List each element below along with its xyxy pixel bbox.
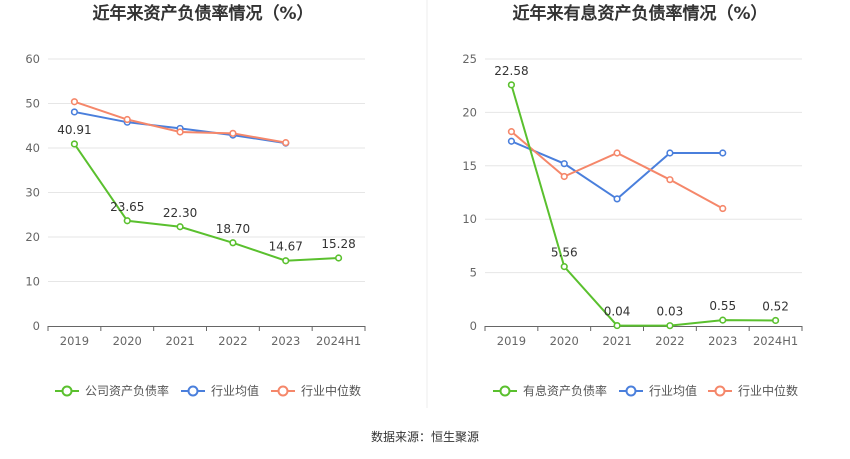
x-tick-label: 2022 bbox=[655, 334, 684, 348]
chart-1: 近年来资产负债率情况（%） 0 10 20 30 40 50 60 2019 2020 2021 20… bbox=[25, 3, 366, 398]
legend-item-company[interactable]: 公司资产负债率 bbox=[55, 383, 169, 398]
y-tick-label: 40 bbox=[25, 141, 40, 155]
y-tick-label: 10 bbox=[25, 275, 40, 289]
data-label: 18.70 bbox=[216, 222, 250, 236]
data-label: 15.28 bbox=[321, 237, 355, 251]
x-tick-label: 2021 bbox=[602, 334, 631, 348]
data-label: 23.65 bbox=[110, 200, 144, 214]
data-point-company[interactable] bbox=[123, 217, 131, 225]
y-tick-label: 50 bbox=[25, 97, 40, 111]
legend-marker-icon bbox=[714, 385, 726, 397]
data-point-industry_avg[interactable] bbox=[666, 149, 674, 157]
y-tick-label: 20 bbox=[25, 230, 40, 244]
y-tick-label: 15 bbox=[462, 159, 477, 173]
data-point-industry_median[interactable] bbox=[507, 128, 516, 136]
data-point-industry_median[interactable] bbox=[613, 149, 621, 157]
series-line-industry_median bbox=[74, 100, 286, 144]
legend-marker-icon bbox=[187, 385, 199, 397]
legend-item-company[interactable]: 有息资产负债率 bbox=[493, 383, 607, 398]
data-label: 14.67 bbox=[269, 240, 303, 254]
chart-title: 近年来资产负债率情况（%） bbox=[92, 3, 313, 24]
x-tick-label: 2020 bbox=[550, 334, 579, 348]
x-tick-label: 2023 bbox=[708, 334, 737, 348]
y-tick-label: 0 bbox=[470, 319, 477, 333]
legend-label: 行业均值 bbox=[649, 383, 697, 398]
legend-label: 行业均值 bbox=[211, 383, 259, 398]
data-point-industry_median[interactable] bbox=[123, 115, 131, 124]
y-tick-label: 5 bbox=[470, 266, 477, 280]
data-point-industry_avg[interactable] bbox=[613, 195, 621, 203]
data-point-industry_median[interactable] bbox=[666, 176, 674, 184]
data-point-industry_median[interactable] bbox=[719, 204, 727, 213]
data-label: 5.56 bbox=[551, 246, 578, 260]
legend-item-industry_median[interactable]: 行业中位数 bbox=[708, 383, 798, 398]
data-point-company[interactable] bbox=[719, 316, 727, 324]
legend-label: 有息资产负债率 bbox=[523, 383, 607, 398]
data-point-industry_avg[interactable] bbox=[507, 137, 516, 145]
legend-label: 行业中位数 bbox=[738, 383, 798, 398]
legend-item-industry_median[interactable]: 行业中位数 bbox=[271, 383, 361, 398]
legend-label: 行业中位数 bbox=[301, 383, 361, 398]
data-point-company[interactable] bbox=[771, 316, 780, 325]
data-label: 22.30 bbox=[163, 206, 197, 220]
y-tick-label: 20 bbox=[462, 105, 477, 119]
series-line-company bbox=[510, 84, 776, 327]
y-tick-label: 0 bbox=[33, 319, 40, 333]
legend-marker-icon bbox=[625, 385, 637, 397]
data-point-company[interactable] bbox=[282, 257, 290, 265]
data-point-company[interactable] bbox=[176, 223, 184, 231]
data-point-industry_median[interactable] bbox=[229, 129, 237, 137]
y-tick-label: 25 bbox=[462, 52, 477, 66]
legend-item-industry_avg[interactable]: 行业均值 bbox=[619, 383, 697, 398]
data-point-industry_median[interactable] bbox=[282, 139, 290, 147]
data-point-company[interactable] bbox=[70, 140, 79, 148]
data-point-company[interactable] bbox=[666, 322, 674, 330]
data-point-industry_avg[interactable] bbox=[70, 108, 79, 116]
y-tick-label: 10 bbox=[462, 212, 477, 226]
x-tick-label: 2020 bbox=[113, 334, 142, 348]
data-point-company[interactable] bbox=[507, 81, 516, 89]
y-tick-label: 60 bbox=[25, 52, 40, 66]
data-point-industry_avg[interactable] bbox=[719, 149, 727, 157]
data-point-industry_avg[interactable] bbox=[560, 160, 568, 168]
data-point-company[interactable] bbox=[334, 254, 343, 262]
data-point-industry_median[interactable] bbox=[560, 172, 568, 181]
series-line-company bbox=[73, 143, 339, 262]
data-point-industry_median[interactable] bbox=[176, 128, 184, 136]
legend-marker-icon bbox=[499, 385, 511, 397]
chart-title: 近年来有息资产负债率情况（%） bbox=[512, 3, 767, 24]
chart-2: 近年来有息资产负债率情况（%） 0 5 10 15 20 25 2019 2020 2021 202… bbox=[462, 3, 803, 398]
legend-item-industry_avg[interactable]: 行业均值 bbox=[181, 383, 259, 398]
legend-marker-icon bbox=[277, 385, 289, 397]
data-label: 22.58 bbox=[494, 64, 528, 78]
legend-label: 公司资产负债率 bbox=[85, 383, 169, 398]
x-tick-label: 2019 bbox=[60, 334, 89, 348]
y-tick-label: 30 bbox=[25, 186, 40, 200]
x-tick-label: 2024H1 bbox=[316, 334, 361, 348]
source-note: 数据来源：恒生聚源 bbox=[371, 429, 479, 444]
x-tick-label: 2021 bbox=[165, 334, 194, 348]
x-tick-label: 2024H1 bbox=[753, 334, 798, 348]
data-label: 0.04 bbox=[604, 305, 631, 319]
x-tick-label: 2019 bbox=[497, 334, 526, 348]
data-point-company[interactable] bbox=[229, 239, 237, 247]
data-label: 0.55 bbox=[709, 299, 736, 313]
x-tick-label: 2023 bbox=[271, 334, 300, 348]
data-label: 40.91 bbox=[57, 123, 91, 137]
x-tick-label: 2022 bbox=[218, 334, 247, 348]
legend-marker-icon bbox=[61, 385, 73, 397]
data-label: 0.52 bbox=[762, 299, 789, 313]
data-label: 0.03 bbox=[657, 305, 684, 319]
data-point-industry_median[interactable] bbox=[70, 98, 79, 106]
data-point-company[interactable] bbox=[560, 263, 568, 271]
data-point-company[interactable] bbox=[613, 321, 621, 330]
